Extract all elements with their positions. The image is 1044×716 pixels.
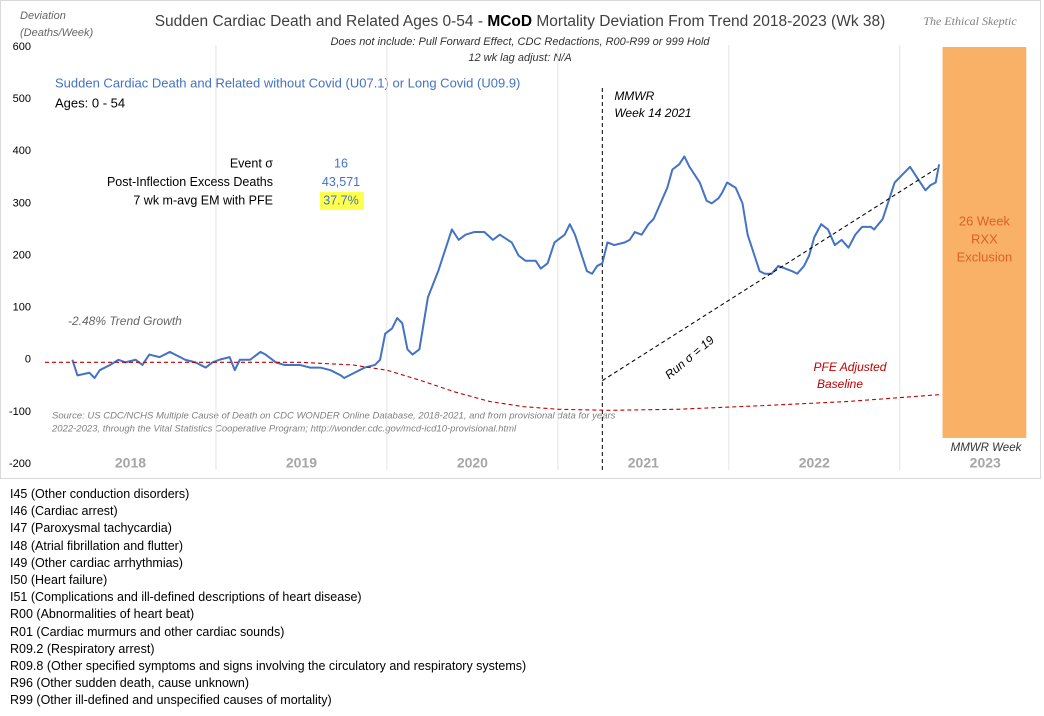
exclusion-label: RXX — [971, 231, 998, 246]
subtitle: Does not include: Pull Forward Effect, C… — [330, 36, 710, 48]
exclusion-label: 26 Week — [959, 213, 1011, 228]
y-tick-label: 300 — [13, 197, 31, 209]
chart-frame — [0, 0, 1041, 479]
exclusion-label: Exclusion — [957, 249, 1013, 264]
x-tick-label: 2018 — [115, 455, 146, 471]
ages-label: Ages: 0 - 54 — [55, 95, 125, 110]
stat-label: 7 wk m-avg EM with PFE — [133, 193, 273, 207]
x-tick-label: 2022 — [799, 455, 830, 471]
stat-label: Event σ — [230, 156, 273, 170]
y-tick-label: -100 — [9, 406, 31, 418]
y-axis-label: (Deaths/Week) — [20, 27, 93, 39]
series-label: PFE Adjusted — [814, 360, 887, 374]
marker-label: Week 14 2021 — [614, 106, 691, 120]
y-tick-label: 400 — [13, 145, 31, 157]
code-item: I50 (Heart failure) — [10, 573, 108, 588]
code-item: I51 (Complications and ill-defined descr… — [10, 590, 362, 605]
code-item: I47 (Paroxysmal tachycardia) — [10, 521, 172, 536]
x-tick-label: 2021 — [628, 455, 659, 471]
x-tick-label: 2020 — [457, 455, 488, 471]
stat-value: 37.7% — [323, 193, 358, 207]
y-tick-label: -200 — [9, 458, 31, 470]
code-item: R96 (Other sudden death, cause unknown) — [10, 676, 250, 691]
code-item: R01 (Cardiac murmurs and other cardiac s… — [10, 624, 285, 639]
watermark: The Ethical Skeptic — [923, 14, 1017, 28]
y-tick-label: 600 — [13, 41, 31, 53]
code-item: I45 (Other conduction disorders) — [10, 487, 190, 501]
annotation: -2.48% Trend Growth — [68, 314, 182, 328]
x-axis-label: MMWR Week — [951, 442, 1023, 454]
source-note: Source: US CDC/NCHS Multiple Cause of De… — [52, 411, 616, 422]
chart: Sudden Cardiac Death and Related Ages 0-… — [0, 0, 1041, 479]
series-label: Baseline — [817, 377, 863, 391]
marker-label: MMWR — [614, 89, 654, 103]
stat-value: 43,571 — [322, 175, 360, 189]
x-tick-label: 2023 — [970, 455, 1001, 471]
code-item: R09.8 (Other specified symptoms and sign… — [10, 659, 527, 674]
stat-label: Post-Inflection Excess Deaths — [107, 175, 273, 189]
x-tick-label: 2019 — [286, 455, 317, 471]
code-item: R99 (Other ill-defined and unspecified c… — [10, 693, 332, 708]
code-item: I49 (Other cardiac arrhythmias) — [10, 555, 183, 570]
y-tick-label: 200 — [13, 249, 31, 261]
y-tick-label: 100 — [13, 302, 31, 314]
code-list: I45 (Other conduction disorders) I46 (Car… — [10, 486, 526, 710]
legend-entry: Sudden Cardiac Death and Related without… — [55, 75, 520, 90]
code-item: R00 (Abnormalities of heart beat) — [10, 607, 195, 622]
series-line — [602, 166, 940, 382]
y-tick-label: 500 — [13, 93, 31, 105]
stat-highlight — [320, 192, 364, 210]
code-item: I46 (Cardiac arrest) — [10, 504, 118, 519]
y-axis-label: Deviation — [20, 10, 66, 22]
code-item: I48 (Atrial fibrillation and flutter) — [10, 538, 183, 553]
subtitle: 12 wk lag adjust: N/A — [468, 52, 571, 64]
source-note: 2022-2023, through the Vital Statistics … — [51, 424, 517, 435]
title-part: MCoD — [487, 13, 532, 30]
chart-title: Sudden Cardiac Death and Related Ages 0-… — [155, 13, 886, 30]
stat-value: 16 — [334, 156, 348, 170]
series-line — [71, 155, 941, 379]
code-item: R09.2 (Respiratory arrest) — [10, 641, 155, 656]
title-part: Mortality Deviation From Trend 2018-2023… — [532, 13, 885, 30]
exclusion-zone — [942, 47, 1027, 438]
series-line — [45, 361, 940, 411]
title-part: Sudden Cardiac Death and Related Ages 0-… — [155, 13, 488, 30]
y-tick-label: 0 — [25, 354, 31, 366]
